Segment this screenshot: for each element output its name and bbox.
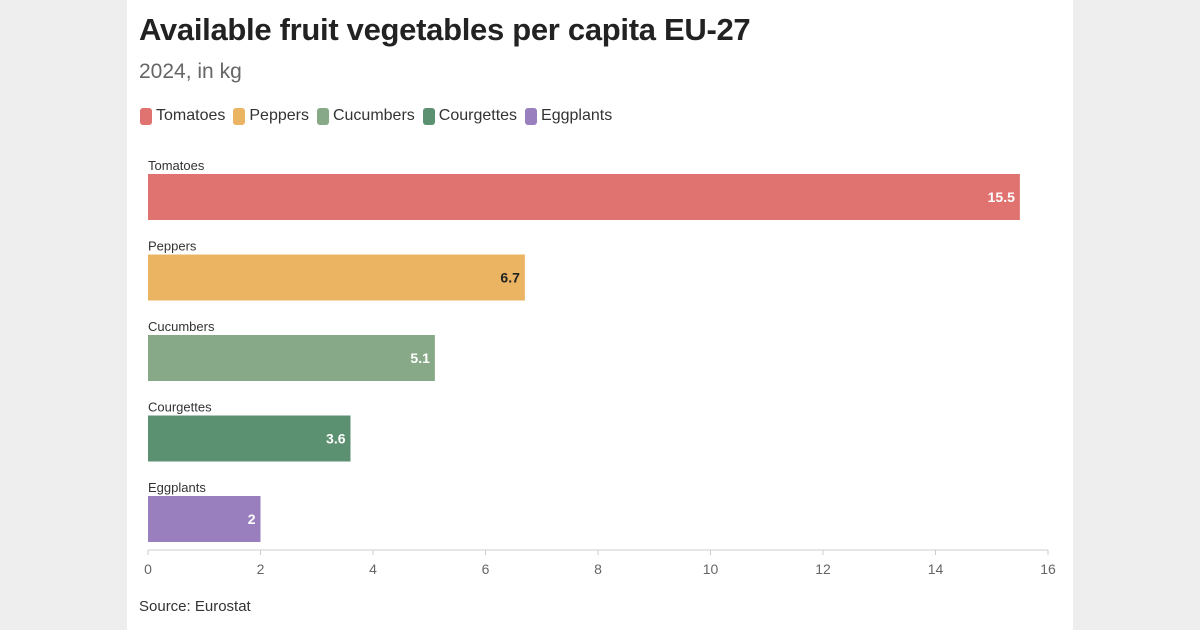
legend-label-eggplants: Eggplants: [541, 107, 613, 124]
x-tick-label-4: 4: [369, 561, 377, 577]
chart-subtitle: 2024, in kg: [139, 60, 242, 83]
bar-peppers: [148, 254, 525, 301]
value-label-peppers: 6.7: [500, 270, 520, 286]
bar-courgettes: [148, 415, 351, 462]
chart-card: Available fruit vegetables per capita EU…: [127, 0, 1073, 630]
x-tick-label-16: 16: [1040, 561, 1056, 577]
legend-item-peppers[interactable]: Peppers: [233, 107, 309, 125]
x-tick-label-2: 2: [257, 561, 265, 577]
legend-item-eggplants[interactable]: Eggplants: [525, 107, 612, 125]
x-tick-label-14: 14: [928, 561, 944, 577]
legend-swatch-tomatoes: [140, 107, 152, 125]
legend-label-peppers: Peppers: [249, 107, 309, 124]
legend-item-tomatoes[interactable]: Tomatoes: [140, 107, 225, 125]
category-label-tomatoes: Tomatoes: [148, 158, 205, 173]
bar-tomatoes: [148, 174, 1020, 220]
x-tick-label-6: 6: [482, 561, 490, 577]
x-tick-label-12: 12: [815, 561, 831, 577]
legend-label-courgettes: Courgettes: [438, 107, 518, 124]
category-label-peppers: Peppers: [148, 239, 197, 254]
value-label-eggplants: 2: [248, 511, 256, 527]
category-label-courgettes: Courgettes: [148, 400, 212, 415]
legend-item-courgettes[interactable]: Courgettes: [422, 107, 518, 125]
legend-swatch-peppers: [233, 107, 246, 125]
category-label-cucumbers: Cucumbers: [148, 319, 215, 334]
value-label-cucumbers: 5.1: [410, 350, 430, 366]
legend-label-cucumbers: Cucumbers: [332, 107, 415, 124]
x-tick-label-8: 8: [594, 561, 602, 577]
legend: Tomatoes Peppers Cucumbers Courgettes Eg…: [140, 107, 620, 125]
legend-label-tomatoes: Tomatoes: [156, 107, 226, 124]
value-label-tomatoes: 15.5: [988, 189, 1015, 205]
x-tick-label-0: 0: [144, 561, 152, 577]
legend-swatch-eggplants: [525, 107, 538, 125]
bar-cucumbers: [148, 335, 435, 381]
legend-swatch-courgettes: [422, 107, 435, 125]
bar-chart: Tomatoes 15.5 Peppers 6.7 Cucumbers 5.1 Courge…: [144, 158, 1056, 577]
legend-item-cucumbers[interactable]: Cucumbers: [316, 107, 415, 125]
source-note: Source: Eurostat: [139, 598, 251, 615]
bar-eggplants: [148, 496, 261, 542]
category-label-eggplants: Eggplants: [148, 480, 206, 495]
x-tick-label-10: 10: [703, 561, 719, 577]
legend-swatch-cucumbers: [316, 107, 329, 125]
value-label-courgettes: 3.6: [326, 431, 346, 447]
chart-title: Available fruit vegetables per capita EU…: [139, 12, 751, 47]
